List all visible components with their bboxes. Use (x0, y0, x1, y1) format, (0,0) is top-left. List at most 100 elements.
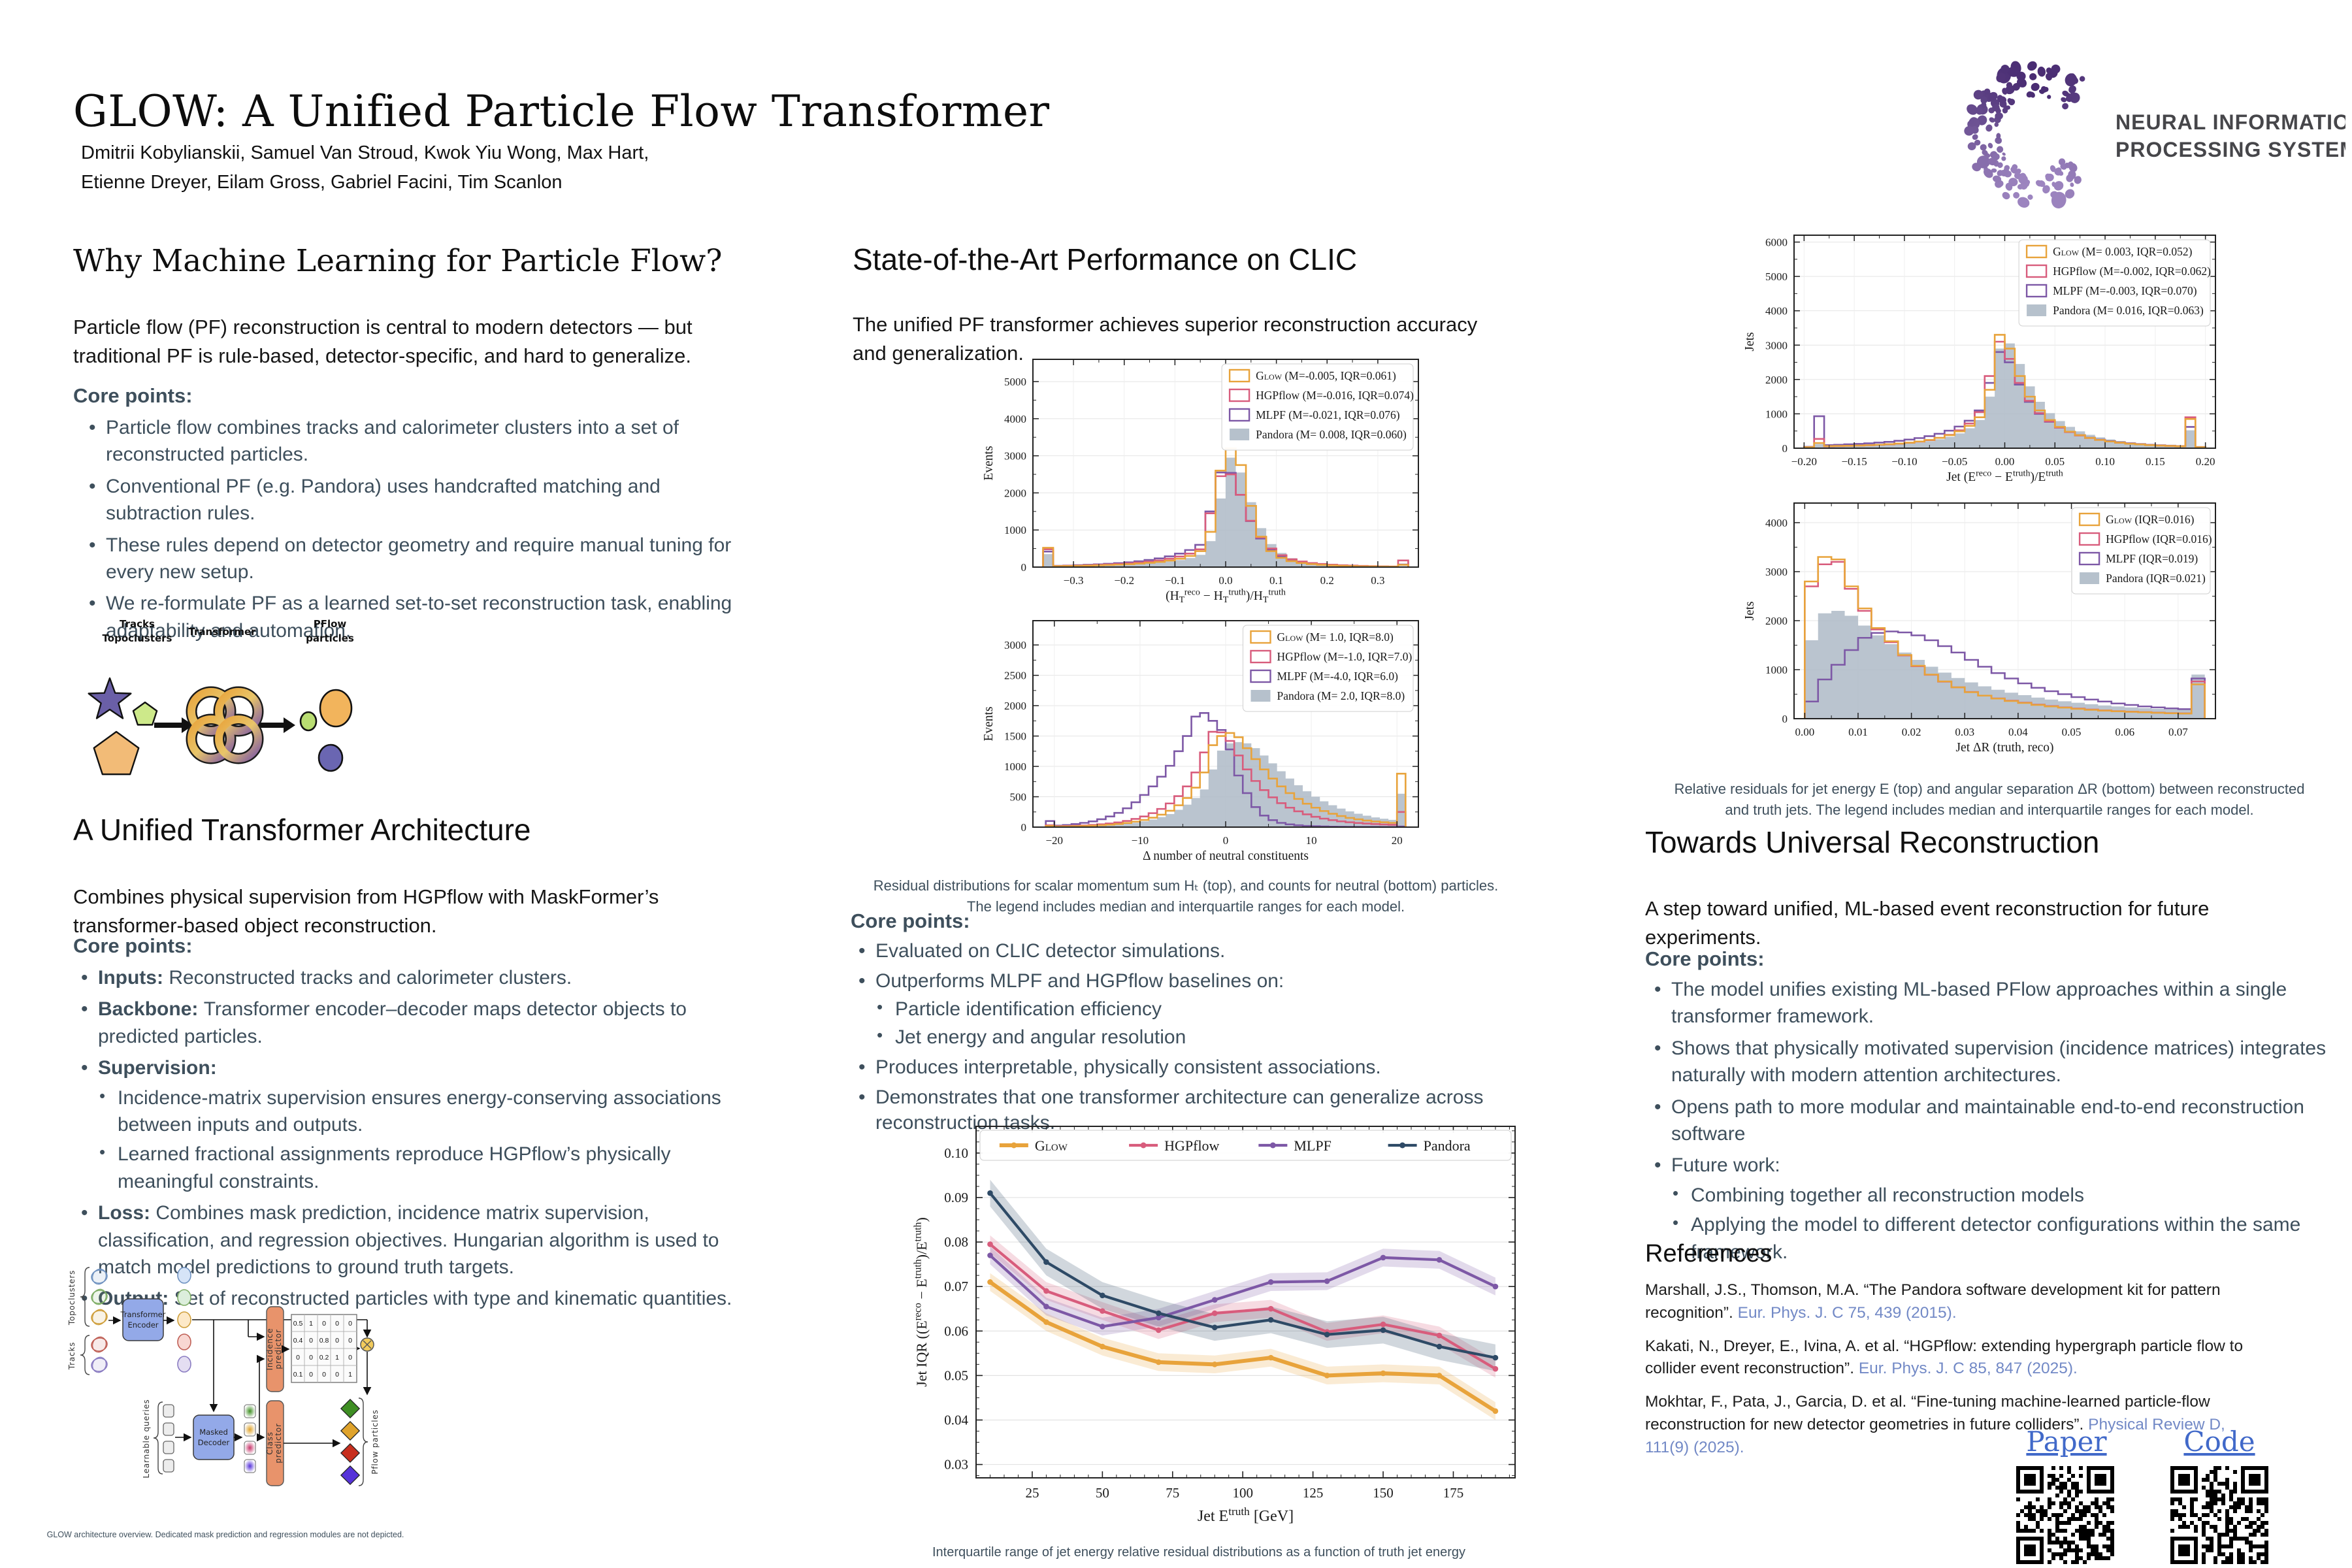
bullet-text: Particle flow combines tracks and calori… (106, 417, 679, 466)
y-tick-label: 0.08 (944, 1234, 968, 1250)
arch-label-incidence-1: Incidence (265, 1328, 274, 1371)
x-tick-label: −0.1 (1165, 574, 1185, 587)
x-tick-label: 125 (1303, 1485, 1324, 1501)
why-ml-intro: Particle flow (PF) reconstruction is cen… (73, 316, 693, 368)
bullet-text: Shows that physically motivated supervis… (1671, 1037, 2327, 1086)
matrix-cell: 0.8 (319, 1337, 329, 1345)
small-pentagon-shape (132, 701, 158, 726)
y-tick-label: 4000 (1765, 517, 1788, 529)
bullet-term: Loss: (98, 1202, 156, 1224)
x-tick-label: −10 (1132, 834, 1149, 847)
pflow-orange-ellipse (319, 689, 353, 728)
x-tick-label: 0.15 (2146, 455, 2165, 468)
x-tick-label: −0.05 (1942, 455, 1967, 468)
bullet-text: Reconstructed tracks and calorimeter clu… (169, 967, 572, 988)
bullet-text: Transformer encoder–decoder maps detecto… (98, 998, 687, 1047)
legend-label: Pandora (M= 2.0, IQR=8.0) (1277, 689, 1405, 702)
pflow-green-ellipse (299, 711, 318, 732)
star-shape (88, 677, 132, 719)
bullet-text: We re-formulate PF as a learned set-to-s… (106, 593, 732, 642)
bullet-text: Conventional PF (e.g. Pandora) uses hand… (106, 475, 661, 525)
series-Glow (988, 1280, 1497, 1413)
x-tick-label: −0.10 (1891, 455, 1917, 468)
legend-label: Glow (M= 1.0, IQR=8.0) (1277, 630, 1394, 644)
matrix-cell: 0 (309, 1354, 313, 1362)
core-points-label: Core points: (73, 934, 193, 957)
list-item: Incidence-matrix supervision ensures ene… (98, 1085, 770, 1139)
list-item: Particle flow combines tracks and calori… (85, 414, 758, 468)
legend-label: Glow (IQR=0.016) (2106, 513, 2195, 526)
arch-label-encoder-2: Encoder (127, 1320, 158, 1330)
ht-residual-chart: −0.3 −0.2 −0.1 0.0 0.1 0.2 0.3 0 1000 2000 3000 400… (977, 351, 1428, 609)
matrix-cell: 0 (322, 1371, 326, 1379)
arch-label-class-1: Class (265, 1431, 274, 1455)
list-item: The model unifies existing ML-based PFlo… (1650, 976, 2336, 1030)
flow-label-particles: particles (306, 632, 354, 644)
core-points-label: Core points: (73, 384, 193, 407)
jet-iqr-caption: Interquartile range of jet energy relati… (932, 1545, 1465, 1560)
x-tick-label: −20 (1045, 834, 1063, 847)
flow-label-tracks: Tracks (120, 618, 155, 630)
x-tick-label: 0.10 (2095, 455, 2115, 468)
architecture-intro: Combines physical supervision from HGPfl… (73, 885, 659, 938)
universal-bullets: The model unifies existing ML-based PFlo… (1650, 976, 2336, 1270)
y-tick-label: 0 (1021, 561, 1027, 574)
section-title-sota: State-of-the-Art Performance on CLIC (853, 242, 1358, 276)
section-title-universal: Towards Universal Reconstruction (1645, 825, 2100, 859)
list-item: Produces interpretable, physically consi… (855, 1054, 1521, 1080)
paper-link[interactable]: Paper (2026, 1426, 2107, 1458)
pflow-purple-ellipse (318, 743, 344, 772)
x-tick-label: 150 (1373, 1485, 1394, 1501)
arch-label-tracks: Tracks (67, 1342, 76, 1370)
legend-label: HGPflow (M=-0.002, IQR=0.062) (2053, 265, 2211, 278)
reference-text: Kakati, N., Dreyer, E., Ivina, A. et al.… (1645, 1337, 2244, 1378)
x-tick-label: −0.20 (1791, 455, 1817, 468)
x-tick-label: 0.05 (2062, 726, 2082, 738)
bullet-text: Set of reconstructed particles with type… (174, 1288, 732, 1310)
y-tick-label: 6000 (1765, 237, 1788, 249)
x-tick-label: 0.00 (1795, 726, 1814, 738)
flow-label-topoclusters: Topoclusters (103, 632, 172, 644)
x-tick-label: 0.06 (2115, 726, 2134, 738)
y-tick-label: 2000 (1004, 487, 1026, 499)
code-link[interactable]: Code (2183, 1426, 2255, 1458)
neutral-constituents-chart: −20 −10 0 10 20 0 500 1000 1500 2000 2500 3000 Δ num… (977, 613, 1428, 869)
y-tick-label: 500 (1010, 791, 1027, 804)
legend-label: MLPF (1294, 1137, 1331, 1154)
poster-title: GLOW: A Unified Particle Flow Transforme… (73, 86, 1050, 137)
legend-label: MLPF (M=-0.021, IQR=0.076) (1256, 408, 1400, 421)
paper-qr-code (2014, 1463, 2117, 1567)
sota-bullets: Evaluated on CLIC detector simulations. O… (855, 938, 1521, 1140)
legend-label: MLPF (M=-0.003, IQR=0.070) (2053, 284, 2197, 297)
legend-label: MLPF (M=-4.0, IQR=6.0) (1277, 670, 1399, 683)
reference-link[interactable]: Eur. Phys. J. C 85, 847 (2025). (1858, 1360, 2078, 1378)
y-tick-label: 5000 (1765, 270, 1788, 283)
legend-label: Glow (1035, 1137, 1068, 1154)
x-tick-label: 0.3 (1371, 574, 1384, 587)
series-Pandora (1804, 343, 2206, 448)
arch-label-queries: Learnable queries (142, 1399, 151, 1478)
sub-list: Combining together all reconstruction mo… (1671, 1182, 2336, 1266)
reference-text: Mokhtar, F., Pata, J., Garcia, D. et al.… (1645, 1393, 2210, 1433)
bullet-text: Produces interpretable, physically consi… (875, 1056, 1381, 1078)
reference-entry: Kakati, N., Dreyer, E., Ivina, A. et al.… (1645, 1335, 2246, 1381)
references-title: References (1645, 1240, 1772, 1267)
arch-label-decoder-1: Masked (199, 1428, 228, 1437)
legend: Glow (M= 0.003, IQR=0.052) HGPflow (M=-0.… (2018, 239, 2211, 327)
y-tick-label: 2500 (1004, 670, 1026, 682)
series-Glow (1804, 556, 2206, 719)
matrix-cell: 0 (309, 1337, 313, 1345)
reference-link[interactable]: Physical Review D, 111(9) (2025). (1645, 1415, 2225, 1456)
reference-link[interactable]: Eur. Phys. J. C 75, 439 (2015). (1737, 1303, 1957, 1322)
bullet-text: The model unifies existing ML-based PFlo… (1671, 979, 2287, 1028)
bullet-text: Combines mask prediction, incidence matr… (98, 1202, 719, 1278)
list-item: Jet energy and angular resolution (875, 1024, 1521, 1050)
list-item: Shows that physically motivated supervis… (1650, 1035, 2336, 1089)
paper-qr-code-svg (2014, 1463, 2117, 1567)
y-tick-label: 1000 (1765, 664, 1788, 676)
legend-label: HGPflow (IQR=0.016) (2106, 532, 2212, 546)
x-tick-label: 0 (1223, 834, 1229, 847)
x-tick-label: 50 (1096, 1485, 1109, 1501)
y-tick-label: 0.03 (944, 1457, 968, 1473)
legend: Glow (M= 1.0, IQR=8.0) HGPflow (M=-1.0, I… (1243, 625, 1414, 712)
